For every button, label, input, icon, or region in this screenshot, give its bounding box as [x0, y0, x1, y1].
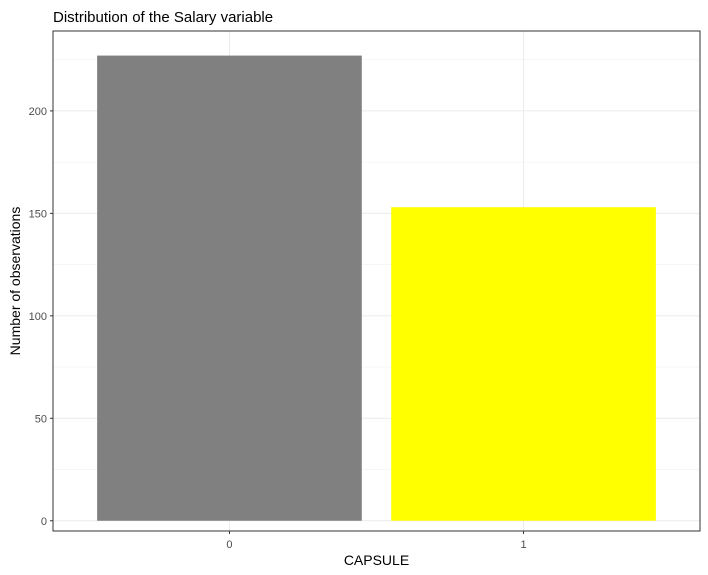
x-axis-title: CAPSULE	[344, 552, 409, 568]
plot-panel-border	[52, 30, 701, 532]
bar-1	[391, 207, 656, 521]
y-axis-title: Number of observations	[7, 207, 23, 356]
bar-0	[97, 55, 362, 521]
y-tick-label: 50	[35, 413, 47, 425]
x-tick-label: 0	[226, 539, 232, 551]
y-tick-label: 100	[29, 311, 47, 323]
plot-area: 0 50 100 150 200 0 1	[29, 30, 701, 551]
x-tick-label: 1	[520, 539, 526, 551]
chart-title: Distribution of the Salary variable	[53, 9, 273, 26]
y-tick-label: 150	[29, 208, 47, 220]
y-tick-label: 0	[41, 516, 47, 528]
y-tick-label: 200	[29, 106, 47, 118]
